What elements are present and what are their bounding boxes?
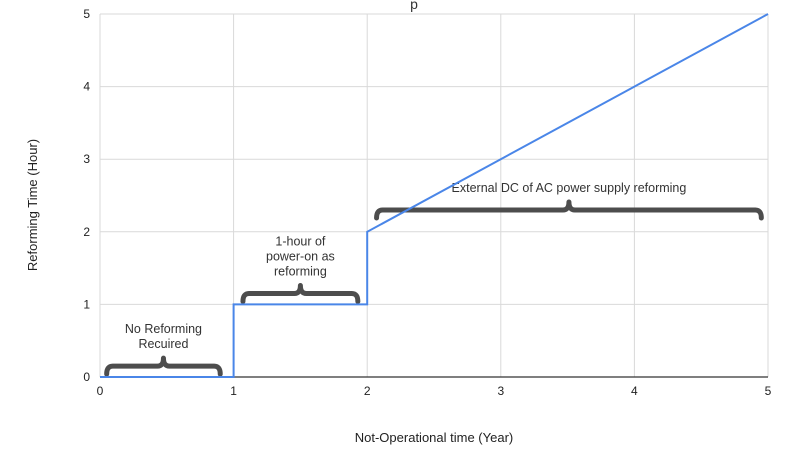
annotation-text-3: External DC of AC power supply reforming	[452, 181, 687, 195]
series	[100, 13, 769, 378]
y-tick-label: 0	[83, 370, 90, 384]
x-tick-label: 4	[631, 384, 638, 398]
x-tick-label: 3	[497, 384, 504, 398]
annotation-text-2: power-on as	[266, 250, 335, 264]
y-tick-label: 2	[83, 225, 90, 239]
y-tick-label: 1	[83, 297, 90, 311]
y-axis-label: Reforming Time (Hour)	[25, 139, 40, 271]
series-line-1	[100, 13, 769, 378]
annotation-brace-1	[104, 355, 223, 377]
y-axis-ticks: 0 1 2 3 4 5	[83, 7, 90, 384]
annotation-text-1: No Reforming	[125, 322, 202, 336]
annotation-text-1: Recuired	[138, 337, 188, 351]
annotation-text-2: 1-hour of	[275, 235, 326, 249]
annotation-text-2: reforming	[274, 265, 327, 279]
y-tick-label: 5	[83, 7, 90, 21]
y-tick-label: 3	[83, 152, 90, 166]
x-tick-label: 5	[765, 384, 772, 398]
x-axis-ticks: 0 1 2 3 4 5	[97, 384, 772, 398]
x-tick-label: 1	[230, 384, 237, 398]
x-axis-label: Not-Operational time (Year)	[355, 430, 513, 445]
chart-title: p	[410, 0, 418, 12]
annotation-brace-2	[240, 283, 361, 305]
x-tick-label: 2	[364, 384, 371, 398]
x-tick-label: 0	[97, 384, 104, 398]
y-tick-label: 4	[83, 80, 90, 94]
annotation-brace-3	[374, 199, 764, 221]
